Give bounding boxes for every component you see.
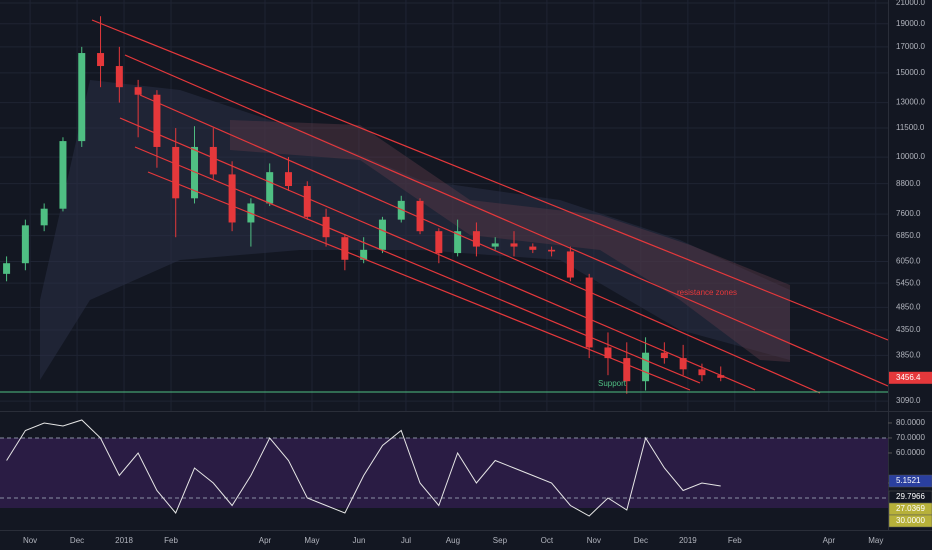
resistance-zone xyxy=(230,120,790,362)
osc-value-label: 27.0369 xyxy=(896,504,925,513)
candle-body xyxy=(660,352,668,359)
candle-body xyxy=(529,246,537,250)
candle-body xyxy=(604,347,612,359)
last-price-label: 3456.4 xyxy=(896,373,921,382)
x-tick-label: Aug xyxy=(446,536,460,545)
candle-body xyxy=(435,231,443,254)
osc-value-label: 29.7966 xyxy=(896,492,925,501)
candle-body xyxy=(78,53,86,142)
y-tick-label: 3090.0 xyxy=(896,396,921,405)
osc-tick-label: 60.0000 xyxy=(896,448,925,457)
x-tick-label: Dec xyxy=(70,536,84,545)
candle-body xyxy=(642,352,650,382)
candle-body xyxy=(491,243,499,247)
y-tick-label: 17000.0 xyxy=(896,42,925,51)
x-tick-label: Feb xyxy=(728,536,742,545)
candle-body xyxy=(266,172,274,204)
x-tick-label: Oct xyxy=(541,536,554,545)
candle-body xyxy=(191,146,199,199)
candle-body xyxy=(228,174,236,223)
y-tick-label: 5450.0 xyxy=(896,278,921,287)
x-tick-label: 2018 xyxy=(115,536,133,545)
candle-body xyxy=(679,358,687,370)
y-tick-label: 10000.0 xyxy=(896,152,925,161)
channel-line xyxy=(119,117,756,391)
candle-body xyxy=(472,231,480,247)
candle-body xyxy=(59,141,67,209)
candle-body xyxy=(97,53,105,67)
candle-body xyxy=(134,87,142,95)
x-tick-label: Jun xyxy=(353,536,366,545)
channel-lines xyxy=(91,19,889,394)
candle-body xyxy=(623,358,631,382)
resistance-label: resistance zones xyxy=(677,288,737,297)
candle-body xyxy=(378,219,386,250)
x-tick-label: Sep xyxy=(493,536,508,545)
candle-body xyxy=(397,200,405,220)
axes: 3090.0 3850.0 4350.0 4850.0 5450.0 6050.0 6850… xyxy=(23,0,932,545)
y-tick-label: 3850.0 xyxy=(896,350,921,359)
candle-body xyxy=(172,146,180,199)
candle-body xyxy=(548,249,556,252)
y-tick-label: 13000.0 xyxy=(896,98,925,107)
channel-line xyxy=(91,19,889,341)
x-tick-label: Feb xyxy=(164,536,178,545)
candle-body xyxy=(360,249,368,260)
candle-body xyxy=(3,263,11,274)
y-tick-label: 6850.0 xyxy=(896,231,921,240)
x-tick-label: Nov xyxy=(23,536,37,545)
y-tick-label: 4850.0 xyxy=(896,303,921,312)
y-tick-label: 11500.0 xyxy=(896,123,925,132)
x-tick-label: May xyxy=(868,536,883,545)
candle-body xyxy=(303,186,311,217)
candle-body xyxy=(698,369,706,376)
candle-body xyxy=(341,237,349,260)
x-tick-label: May xyxy=(304,536,319,545)
y-tick-label: 8800.0 xyxy=(896,179,921,188)
candle-body xyxy=(209,146,217,175)
candle-body xyxy=(153,94,161,147)
candle-body xyxy=(566,251,574,278)
candle-body xyxy=(454,231,462,254)
candle-body xyxy=(284,172,292,187)
y-tick-label: 19000.0 xyxy=(896,19,925,28)
channel-line xyxy=(124,54,889,387)
candle-body xyxy=(416,200,424,232)
y-tick-label: 7600.0 xyxy=(896,209,921,218)
y-tick-label: 4350.0 xyxy=(896,325,921,334)
channel-line xyxy=(147,171,691,391)
y-tick-label: 15000.0 xyxy=(896,68,925,77)
x-tick-label: 2019 xyxy=(679,536,697,545)
candle-body xyxy=(115,66,123,88)
x-tick-label: Apr xyxy=(823,536,836,545)
oscillator-line xyxy=(6,419,721,517)
osc-value-tag xyxy=(888,514,932,528)
osc-value-tag xyxy=(888,474,932,488)
y-tick-label: 21000.0 xyxy=(896,0,925,7)
osc-tick-label: 70.0000 xyxy=(896,433,925,442)
plot xyxy=(0,16,888,517)
osc-tick-label: 80.0000 xyxy=(896,418,925,427)
x-tick-label: Dec xyxy=(634,536,648,545)
candle-body xyxy=(40,208,48,226)
candle-body xyxy=(585,277,593,348)
candle-body xyxy=(21,225,29,264)
last-price-tag xyxy=(889,371,932,384)
candle-body xyxy=(510,243,518,247)
x-tick-label: Apr xyxy=(259,536,272,545)
osc-value-label: 30.0000 xyxy=(896,516,925,525)
osc-value-label: 5.1521 xyxy=(896,476,921,485)
channel-line xyxy=(134,146,701,384)
candle-body xyxy=(717,375,725,378)
channel-line xyxy=(139,94,821,394)
x-tick-label: Nov xyxy=(587,536,601,545)
x-tick-label: Jul xyxy=(401,536,411,545)
y-tick-label: 6050.0 xyxy=(896,257,921,266)
support-label: Support xyxy=(598,379,627,388)
cloud-band xyxy=(40,80,790,380)
